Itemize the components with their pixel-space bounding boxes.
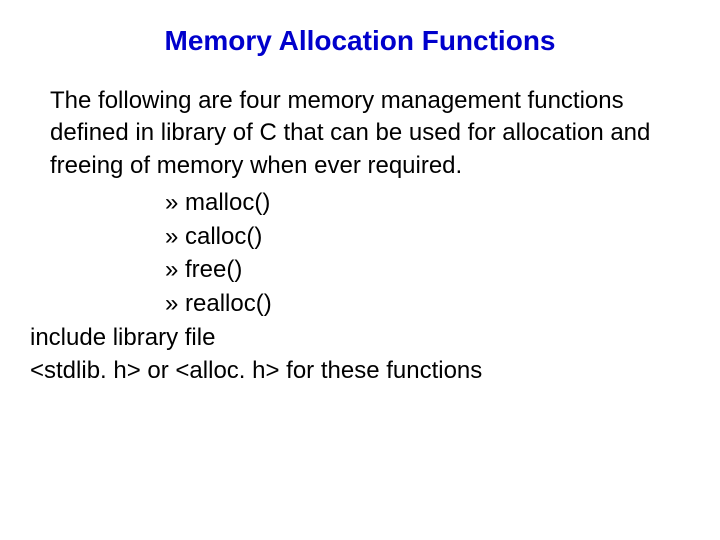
function-name: calloc() bbox=[185, 223, 262, 250]
title-text: Memory Allocation Functions bbox=[165, 25, 556, 56]
list-item: calloc() bbox=[165, 220, 690, 254]
list-item: free() bbox=[165, 253, 690, 287]
function-list: malloc() calloc() free() realloc() bbox=[165, 186, 690, 320]
intro-paragraph: The following are four memory management… bbox=[50, 85, 680, 182]
list-item: realloc() bbox=[165, 287, 690, 321]
footer-line-2: <stdlib. h> or <alloc. h> for these func… bbox=[30, 354, 690, 388]
function-name: realloc() bbox=[185, 290, 272, 317]
list-item: malloc() bbox=[165, 186, 690, 220]
function-name: malloc() bbox=[185, 189, 270, 216]
function-name: free() bbox=[185, 256, 242, 283]
slide-title: Memory Allocation Functions bbox=[30, 25, 690, 57]
footer-line-1: include library file bbox=[30, 321, 690, 355]
